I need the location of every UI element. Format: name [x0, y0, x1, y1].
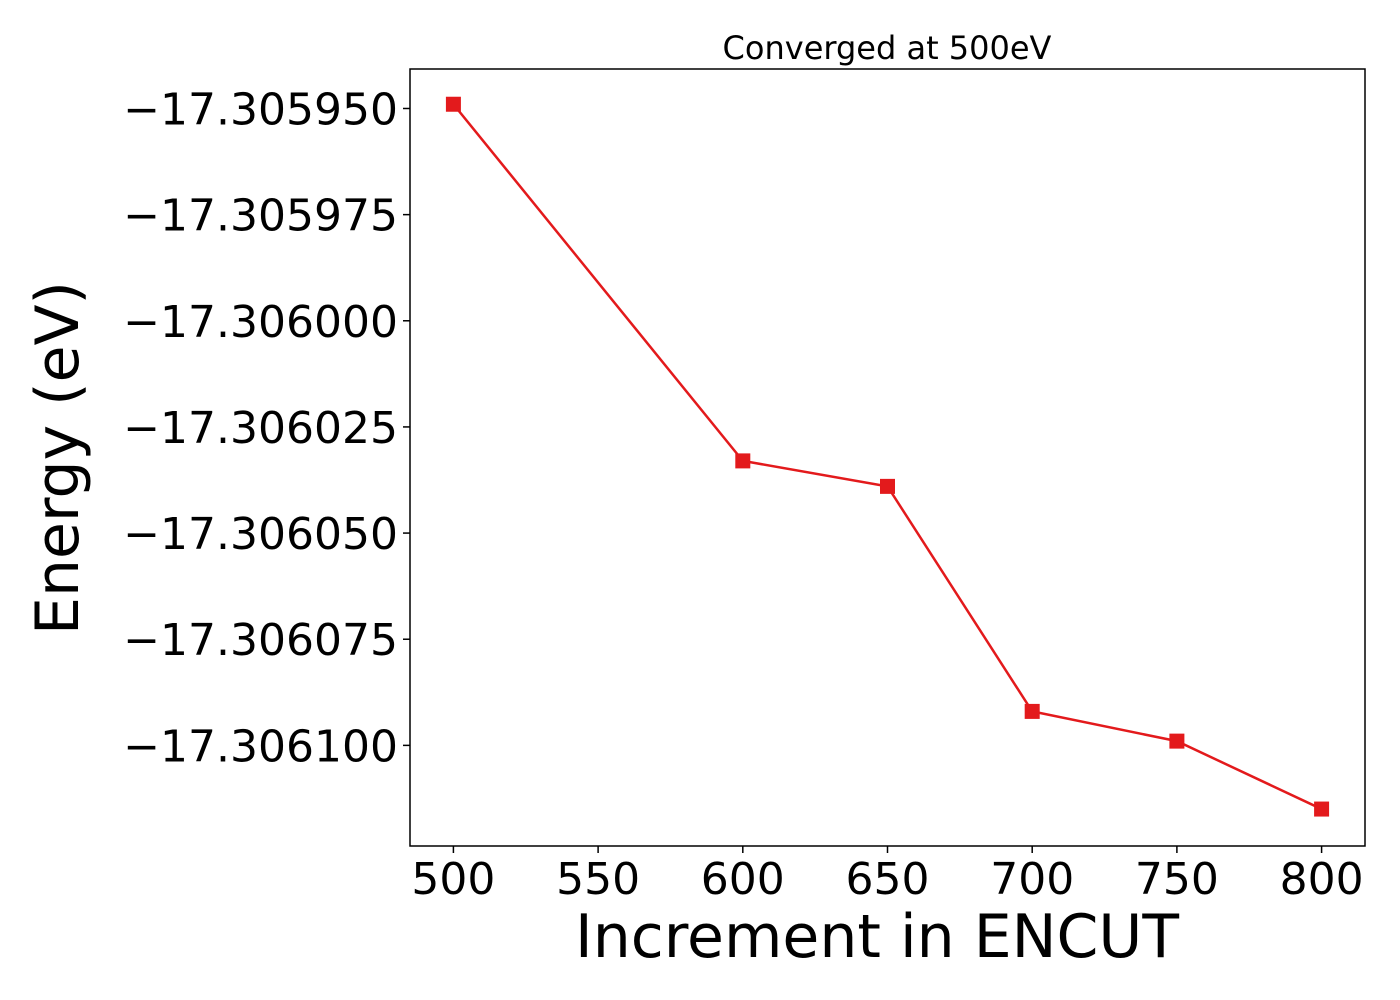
- data-point: [1169, 733, 1185, 749]
- x-tick-label: 650: [846, 854, 930, 905]
- x-axis: 500 550 600 650 700 750 800: [411, 846, 1364, 905]
- y-tick-label: −17.305975: [123, 191, 398, 242]
- x-tick-label: 800: [1280, 854, 1364, 905]
- x-tick-label: 500: [411, 854, 495, 905]
- x-tick-label: 700: [990, 854, 1074, 905]
- chart-title: Converged at 500eV: [723, 29, 1052, 67]
- y-tick-label: −17.306100: [123, 721, 398, 772]
- series-line: [452, 103, 1323, 811]
- data-point: [445, 96, 461, 112]
- data-point: [1314, 801, 1330, 817]
- data-point: [1024, 703, 1040, 719]
- x-tick-label: 550: [556, 854, 640, 905]
- y-tick-label: −17.305950: [123, 84, 398, 135]
- plot-frame: [409, 68, 1366, 847]
- x-tick-label: 600: [701, 854, 785, 905]
- data-point: [880, 478, 895, 494]
- data-point: [735, 453, 751, 469]
- y-axis: −17.305950 −17.305975 −17.306000 −17.306025…: [123, 84, 410, 772]
- y-tick-label: −17.306050: [123, 509, 398, 560]
- x-tick-label: 750: [1135, 854, 1219, 905]
- x-axis-label: Increment in ENCUT: [575, 902, 1179, 972]
- y-tick-label: −17.306075: [123, 615, 398, 666]
- y-tick-label: −17.306025: [123, 403, 398, 454]
- y-axis-label: Energy (eV): [23, 281, 93, 635]
- y-tick-label: −17.306000: [123, 297, 398, 348]
- series-layer: [445, 96, 1330, 817]
